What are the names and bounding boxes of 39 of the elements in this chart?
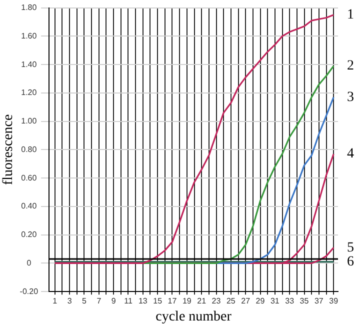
y-tick-label: -0.20	[20, 286, 39, 296]
x-tick-label: 33	[285, 296, 295, 306]
y-tick-label: 1.80	[21, 3, 38, 12]
x-tick-label: 27	[241, 296, 251, 306]
y-tick-label: 1.00	[21, 116, 38, 126]
x-tick-label: 15	[153, 296, 163, 306]
x-tick-label: 39	[329, 296, 339, 306]
y-tick-label: 1.40	[21, 60, 38, 69]
x-tick-label: 35	[300, 296, 310, 306]
y-tick-label: 0.40	[21, 202, 38, 211]
x-tick-label: 9	[111, 296, 116, 306]
x-tick-label: 7	[96, 296, 102, 306]
y-tick-label: 0.60	[21, 173, 38, 182]
x-tick-label: 25	[226, 296, 236, 306]
series-label: 2	[347, 58, 354, 74]
x-tick-label: 3	[67, 296, 72, 306]
y-tick-label: 0.20	[21, 230, 38, 240]
y-tick-label: 0	[26, 258, 32, 268]
y-tick-label: 0.80	[21, 144, 38, 154]
x-tick-label: 31	[270, 296, 280, 306]
x-tick-label: 21	[197, 296, 207, 306]
series-label: 3	[347, 90, 354, 105]
series-label: 5	[347, 240, 354, 256]
x-tick-label: 23	[212, 296, 222, 306]
series-label: 1	[347, 8, 354, 23]
series-label: 6	[347, 254, 354, 270]
y-tick-label: 1.20	[21, 88, 38, 98]
series-label: 4	[347, 146, 354, 162]
y-axis-title: fluorescence	[1, 114, 16, 186]
y-tick-label: 1.60	[21, 31, 38, 40]
x-tick-label: 1	[52, 296, 58, 306]
x-tick-label: 11	[124, 296, 133, 306]
x-tick-label: 17	[168, 296, 178, 306]
x-tick-label: 37	[314, 296, 324, 306]
x-tick-label: 5	[82, 296, 88, 306]
x-tick-label: 13	[138, 296, 148, 306]
x-axis-title: cycle number	[156, 309, 232, 324]
x-tick-label: 19	[182, 296, 192, 306]
x-tick-label: 29	[256, 296, 266, 306]
